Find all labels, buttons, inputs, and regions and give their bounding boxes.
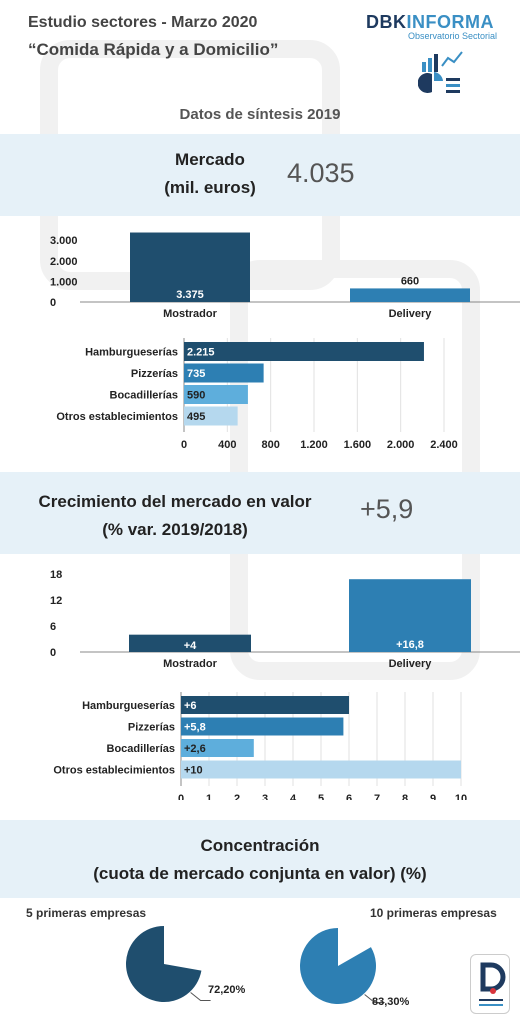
bar-value-label: 495 — [187, 411, 205, 423]
pie-10-value-label: 83,30% — [372, 996, 410, 1008]
header-line-1: Estudio sectores - Marzo 2020 — [28, 14, 258, 31]
category-label: Delivery — [389, 658, 433, 670]
y-tick-label: 0 — [50, 297, 56, 309]
pie-5-value-label: 72,20% — [208, 984, 246, 996]
x-tick-label: 4 — [290, 793, 297, 800]
category-label: Bocadillerías — [110, 390, 178, 402]
x-tick-label: 0 — [181, 439, 187, 450]
bar-value-label: 3.375 — [176, 289, 204, 301]
x-tick-label: 7 — [374, 793, 380, 800]
bar-value-label: +10 — [184, 765, 203, 777]
category-label: Mostrador — [163, 658, 218, 670]
x-tick-label: 9 — [430, 793, 436, 800]
market-title-line-1: Mercado — [175, 150, 245, 169]
growth-total: +5,9 — [360, 494, 414, 524]
category-label: Hamburgueserías — [82, 700, 175, 712]
bar-value-label: +16,8 — [396, 639, 424, 651]
x-tick-label: 800 — [261, 439, 279, 450]
growth-channel-chart: 0 6 12 18 +4 Mostrador +16,8 Delivery — [50, 569, 520, 670]
x-tick-label: 0 — [178, 793, 184, 800]
bar-value-label: 735 — [187, 368, 205, 380]
bar-value-label: 2.215 — [187, 347, 215, 359]
category-label: Delivery — [389, 308, 433, 320]
bar-value-label: +2,6 — [184, 743, 206, 755]
bar — [181, 739, 254, 757]
x-tick-label: 1.200 — [300, 439, 328, 450]
bar-value-label: +4 — [184, 640, 197, 652]
x-tick-label: 2.000 — [387, 439, 415, 450]
bar — [181, 760, 461, 779]
bar — [349, 579, 471, 652]
x-tick-label: 10 — [455, 793, 467, 800]
market-segment-chart: 0 400 800 1.200 1.600 2.000 2.400 2.215 Hamburgu… — [56, 338, 458, 450]
logo: DBKINFORMA — [366, 12, 494, 33]
pie-slice — [300, 928, 376, 1004]
bar — [130, 232, 250, 302]
concentration-band — [0, 820, 520, 898]
synthesis-title: Datos de síntesis 2019 — [179, 106, 341, 123]
x-tick-label: 5 — [318, 793, 324, 800]
category-label: Mostrador — [163, 308, 218, 320]
bar-value-label: +5,8 — [184, 722, 206, 734]
y-tick-label: 1.000 — [50, 276, 78, 288]
x-tick-label: 1.600 — [344, 439, 372, 450]
bar — [181, 696, 349, 714]
market-band — [0, 134, 520, 216]
bar — [184, 385, 248, 404]
concentration-label-5: 5 primeras empresas — [26, 906, 147, 920]
category-label: Otros establecimientos — [56, 411, 178, 423]
chart-icon — [417, 50, 468, 101]
header-line-2: “Comida Rápida y a Domicilio” — [28, 40, 279, 59]
bar-value-label: 660 — [401, 275, 419, 287]
concentration-10-pie — [300, 928, 385, 1004]
x-tick-label: 3 — [262, 793, 268, 800]
growth-title-line-1: Crecimiento del mercado en valor — [38, 492, 312, 511]
y-tick-label: 6 — [50, 621, 56, 633]
y-tick-label: 0 — [50, 647, 56, 659]
market-title-line-2: (mil. euros) — [164, 178, 256, 197]
pie-leader-line — [190, 992, 211, 1001]
x-tick-label: 2 — [234, 793, 240, 800]
pie-slice — [126, 926, 202, 1002]
growth-segment-chart: 0 1 2 3 4 5 6 7 8 9 10 +6 Hamburgueserías +5,8 Pizzerí… — [53, 692, 467, 800]
category-label: Bocadillerías — [107, 743, 175, 755]
market-channel-chart: 0 1.000 2.000 3.000 3.375 Mostrador 660 Deliver… — [50, 232, 520, 320]
category-label: Pizzerías — [128, 722, 175, 734]
category-label: Hamburgueserías — [85, 347, 178, 359]
brand-badge-icon — [470, 954, 510, 1014]
bar-value-label: +6 — [184, 700, 197, 712]
concentration-title-line-2: (cuota de mercado conjunta en valor) (%) — [93, 864, 427, 883]
y-tick-label: 2.000 — [50, 256, 78, 268]
x-tick-label: 8 — [402, 793, 408, 800]
y-tick-label: 12 — [50, 595, 62, 607]
concentration-5-pie — [126, 926, 211, 1002]
logo-subtitle: Observatorio Sectorial — [408, 31, 498, 41]
concentration-title-line-1: Concentración — [200, 836, 320, 855]
y-tick-label: 3.000 — [50, 235, 78, 247]
growth-title-line-2: (% var. 2019/2018) — [102, 520, 248, 539]
x-tick-label: 6 — [346, 793, 352, 800]
x-tick-label: 2.400 — [430, 439, 458, 450]
bar-value-label: 590 — [187, 390, 205, 402]
bar — [129, 634, 251, 652]
market-total: 4.035 — [287, 158, 355, 188]
category-label: Pizzerías — [131, 368, 178, 380]
bar — [184, 363, 264, 383]
bar — [181, 717, 344, 736]
category-label: Otros establecimientos — [53, 765, 175, 777]
x-tick-label: 1 — [206, 793, 212, 800]
bar — [184, 406, 238, 426]
concentration-label-10: 10 primeras empresas — [370, 906, 497, 920]
y-tick-label: 18 — [50, 569, 62, 581]
bar — [184, 342, 424, 361]
bar — [350, 288, 470, 302]
x-tick-label: 400 — [218, 439, 236, 450]
pie-leader-line — [364, 994, 385, 1003]
logo-brand-b: INFORMA — [406, 12, 494, 32]
logo-brand-a: DBK — [366, 12, 407, 32]
growth-band — [0, 472, 520, 554]
